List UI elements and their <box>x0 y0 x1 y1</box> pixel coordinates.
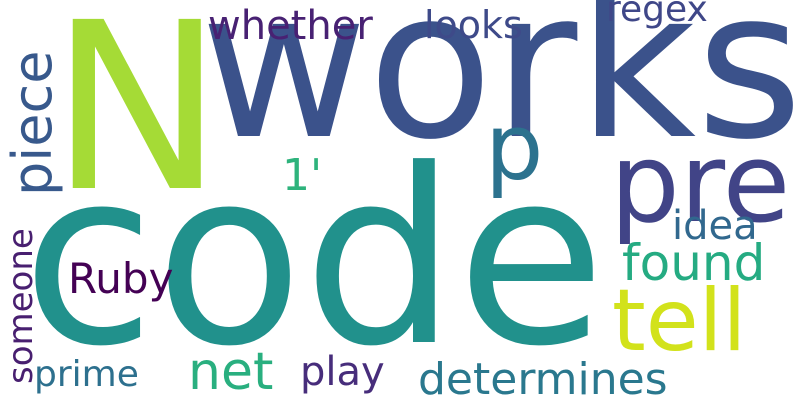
word-whether: whether <box>208 3 373 49</box>
word-one-quote: 1' <box>282 150 323 201</box>
word-idea: idea <box>672 203 758 249</box>
word-looks: looks <box>424 3 523 47</box>
word-tell: tell <box>612 271 747 371</box>
word-net: net <box>188 342 274 400</box>
word-n: N <box>50 0 224 243</box>
word-p: p <box>485 94 544 201</box>
word-pre: pre <box>610 119 791 247</box>
word-play: play <box>300 349 385 395</box>
word-works: works <box>200 0 800 185</box>
word-found: found <box>622 234 766 292</box>
word-someone: someone <box>1 228 41 384</box>
word-regex: regex <box>606 0 708 30</box>
word-piece: piece <box>1 50 64 196</box>
word-ruby: Ruby <box>68 254 174 303</box>
word-determines: determines <box>418 354 668 400</box>
word-code: code <box>22 118 606 400</box>
word-prime: prime <box>34 354 139 395</box>
